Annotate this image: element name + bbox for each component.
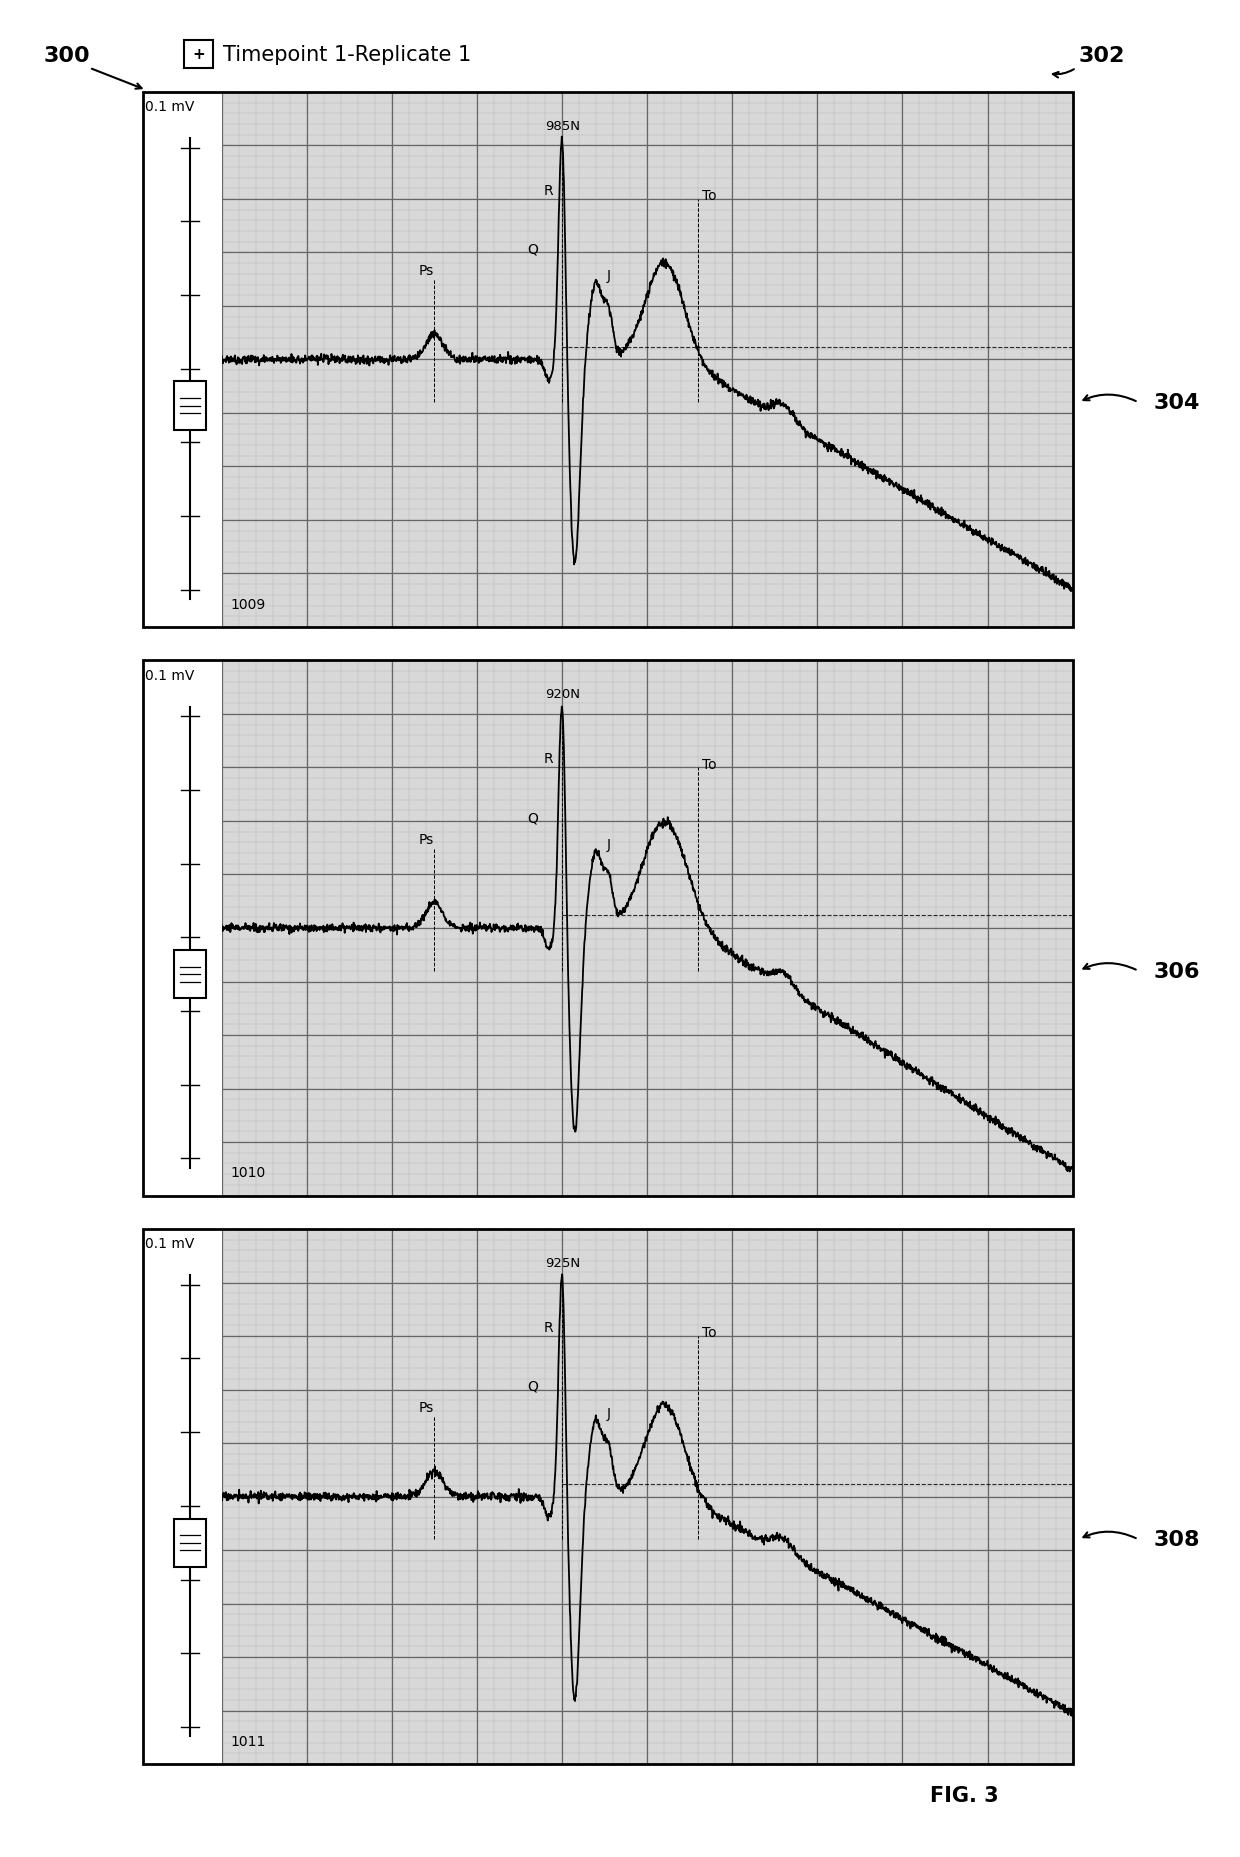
Text: 1009: 1009	[231, 598, 265, 611]
Text: R: R	[543, 1320, 553, 1333]
Text: To: To	[702, 1326, 717, 1339]
Text: 0.1 mV: 0.1 mV	[145, 669, 195, 683]
Text: Ps: Ps	[418, 832, 434, 847]
Text: R: R	[543, 752, 553, 765]
Text: 308: 308	[1153, 1530, 1199, 1549]
Text: 985N: 985N	[546, 119, 580, 132]
Text: 300: 300	[43, 46, 91, 65]
Text: J: J	[606, 838, 611, 852]
Text: +: +	[192, 46, 205, 63]
Text: 925N: 925N	[546, 1255, 580, 1268]
Text: Ps: Ps	[418, 264, 434, 279]
Text: 0.1 mV: 0.1 mV	[145, 1237, 195, 1252]
Text: J: J	[606, 269, 611, 284]
Text: 0.1 mV: 0.1 mV	[145, 100, 195, 115]
Text: 304: 304	[1153, 394, 1199, 412]
Text: J: J	[606, 1406, 611, 1421]
Text: To: To	[702, 189, 717, 202]
Text: 920N: 920N	[546, 687, 580, 700]
Text: FIG. 3: FIG. 3	[930, 1785, 998, 1805]
Text: Q: Q	[527, 243, 538, 256]
Text: 306: 306	[1153, 962, 1199, 980]
Text: Ps: Ps	[418, 1400, 434, 1415]
Text: Timepoint 1-Replicate 1: Timepoint 1-Replicate 1	[223, 45, 471, 65]
Text: To: To	[702, 758, 717, 771]
Text: 1011: 1011	[231, 1734, 265, 1747]
Text: Q: Q	[527, 1380, 538, 1393]
Text: R: R	[543, 184, 553, 197]
Text: 302: 302	[1079, 46, 1125, 65]
Text: 1010: 1010	[231, 1166, 265, 1179]
Text: Q: Q	[527, 812, 538, 825]
